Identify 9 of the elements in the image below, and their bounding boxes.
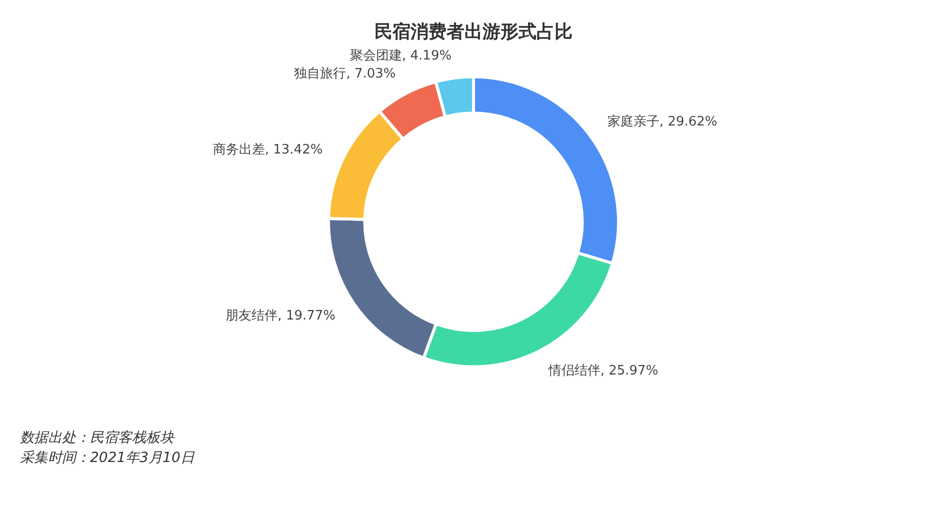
slice-label: 朋友结伴, 19.77% (226, 308, 336, 324)
slice-label: 情侣结伴, 25.97% (547, 363, 658, 378)
slice-label: 独自旅行, 7.03% (294, 66, 396, 82)
slice-label: 聚会团建, 4.19% (350, 48, 452, 64)
text: 数据出处：民宿客栈板块 (20, 429, 176, 448)
slice-label: 家庭亲子, 29.62% (607, 113, 718, 130)
slice-label: 商务出差, 13.42% (212, 142, 323, 158)
text: 采集时间：2021年3月10日 (20, 449, 196, 468)
chart-title: 民宿消费者出游形式占比 (374, 21, 572, 42)
